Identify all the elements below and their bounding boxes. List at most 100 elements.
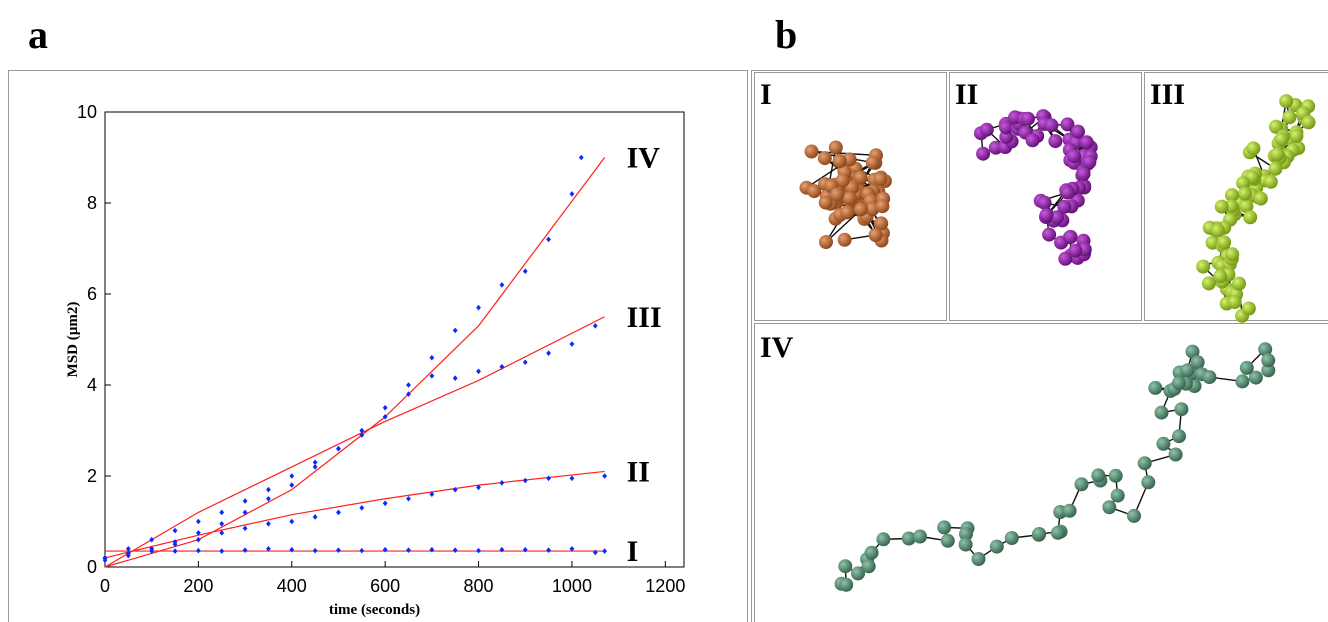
trajectories <box>799 94 1316 592</box>
trajectory-node <box>1241 301 1256 316</box>
data-point <box>312 464 318 470</box>
y-tick-label: 6 <box>87 284 97 304</box>
trajectory-node <box>1071 124 1085 139</box>
trajectory-node <box>1243 210 1258 225</box>
trajectory-node <box>958 537 973 552</box>
data-point <box>569 191 575 197</box>
trajectory-node <box>1227 295 1242 310</box>
data-point <box>289 482 295 488</box>
x-tick-label: 200 <box>183 576 213 596</box>
data-point <box>266 486 271 493</box>
trajectory-node <box>1058 251 1073 266</box>
trajectory-node <box>1172 429 1186 444</box>
trajectory-node <box>1039 208 1054 223</box>
series-label: IV <box>627 142 661 175</box>
data-point <box>546 236 551 243</box>
trajectory-node <box>1261 363 1276 378</box>
trajectory-node <box>842 191 857 206</box>
trajectory-node <box>1063 229 1078 244</box>
trajectory-node <box>1032 527 1047 541</box>
data-point <box>219 548 225 554</box>
trajectory-node <box>1268 161 1283 176</box>
data-point <box>592 549 598 556</box>
trajectory-node <box>1235 374 1250 389</box>
trajectory-node <box>1211 223 1225 238</box>
trajectory-node <box>1171 376 1186 391</box>
trajectory-node <box>1044 118 1059 133</box>
data-point <box>406 382 411 388</box>
data-point <box>125 546 131 552</box>
data-point <box>219 530 225 536</box>
data-point <box>429 546 435 553</box>
trajectory-node <box>1180 363 1195 378</box>
panel-title: I <box>760 78 772 111</box>
data-point <box>359 427 365 434</box>
trajectory-node <box>1154 405 1169 420</box>
trajectory-node <box>1236 176 1251 191</box>
trajectory-node <box>864 545 879 560</box>
data-point <box>452 547 458 553</box>
trajectory-node <box>1246 141 1261 156</box>
x-tick-label: 400 <box>277 576 307 596</box>
data-point <box>125 552 131 559</box>
series-label: III <box>627 301 662 334</box>
plot-frame <box>104 111 685 568</box>
trajectory-node <box>1239 199 1254 214</box>
trajectory-node <box>873 172 888 187</box>
trajectory-node <box>838 559 853 574</box>
x-tick-label: 1200 <box>645 576 685 596</box>
trajectory-node <box>1282 110 1297 125</box>
data-point <box>499 282 505 288</box>
trajectory-node <box>1021 111 1035 126</box>
data-point <box>406 495 411 502</box>
data-point <box>382 500 388 507</box>
trajectory-node <box>1057 199 1072 214</box>
trajectory-node <box>1270 147 1285 162</box>
data-point <box>102 557 108 563</box>
trajectory-node <box>1214 199 1229 214</box>
data-point <box>289 518 295 525</box>
data-point <box>149 536 155 543</box>
data-point <box>149 546 155 552</box>
trajectory-node <box>1137 456 1152 471</box>
data-point <box>499 364 505 370</box>
data-point <box>219 520 225 527</box>
trajectory-node <box>1239 360 1254 375</box>
trajectory-node <box>979 122 994 137</box>
data-point <box>569 475 575 482</box>
trajectory-node <box>1048 134 1063 149</box>
trajectory-node <box>959 527 973 541</box>
trajectory-node <box>861 559 876 574</box>
trajectory-node <box>807 184 822 199</box>
data-point <box>429 373 435 379</box>
plot: 0 200 400 600 800 1000 1200 0 2 4 6 8 10 time (second… <box>65 102 685 618</box>
x-tick-label: 1000 <box>552 576 592 596</box>
trajectory-node <box>1148 380 1163 395</box>
panel-label: a <box>28 12 48 57</box>
data-point <box>452 327 458 334</box>
trajectory-node <box>865 155 880 170</box>
trajectory-node <box>804 144 819 159</box>
data-point <box>522 268 528 275</box>
data-point <box>522 546 528 553</box>
fit-line <box>104 157 606 568</box>
data-point <box>546 350 551 356</box>
trajectory-node <box>1082 155 1097 169</box>
x-tick-label: 800 <box>464 576 494 596</box>
data-point <box>336 445 341 452</box>
data-point <box>569 546 575 552</box>
data-point <box>242 509 248 516</box>
data-point <box>266 546 271 552</box>
x-tick-label: 600 <box>370 576 400 596</box>
data-point <box>336 547 341 553</box>
data-point <box>336 509 341 516</box>
data-point <box>359 505 365 511</box>
trajectory-node <box>1279 94 1294 109</box>
data-point <box>266 495 271 502</box>
trajectory-node <box>1258 342 1273 357</box>
trajectory-node <box>1196 259 1211 274</box>
data-point <box>429 491 435 497</box>
data-point <box>476 304 481 311</box>
trajectory-node <box>937 520 952 535</box>
trajectory-node <box>1202 370 1217 385</box>
